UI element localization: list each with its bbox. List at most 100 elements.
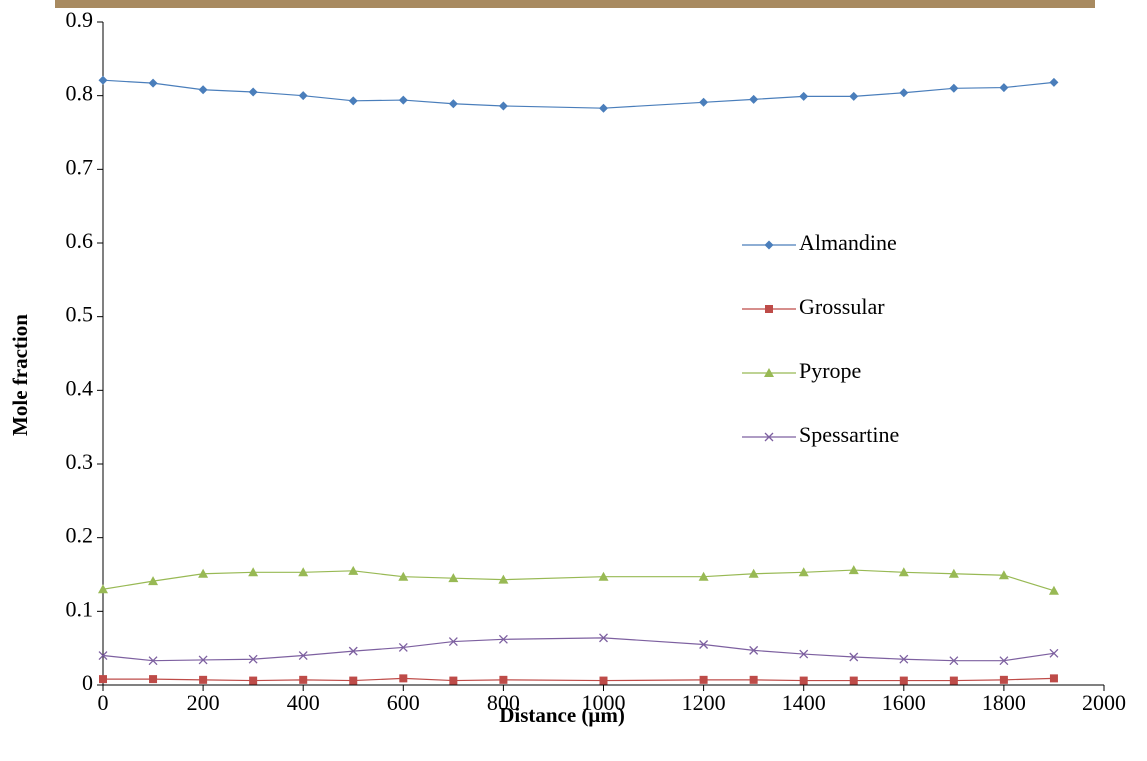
y-tick-label: 0.7 <box>66 154 94 179</box>
point <box>998 570 1009 580</box>
point <box>148 656 158 666</box>
point <box>98 584 108 594</box>
legend-label: Almandine <box>799 230 897 255</box>
point <box>149 675 158 684</box>
x-tick-label: 200 <box>187 690 220 715</box>
point <box>1048 585 1059 595</box>
y-axis-title: Mole fraction <box>8 314 32 436</box>
legend-label: Pyrope <box>799 358 861 383</box>
series-line <box>103 677 1054 682</box>
point <box>498 574 509 584</box>
point <box>298 567 309 577</box>
point <box>348 565 359 575</box>
point <box>499 675 508 684</box>
point <box>764 240 774 250</box>
point <box>398 642 408 652</box>
x-tick-label: 2000 <box>1082 690 1126 715</box>
point <box>199 675 208 684</box>
point <box>799 649 809 659</box>
point <box>849 91 859 101</box>
x-tick-label: 1600 <box>882 690 926 715</box>
y-tick-label: 0 <box>82 670 93 695</box>
point <box>98 651 108 660</box>
x-tick-label: 1800 <box>982 690 1026 715</box>
point <box>599 676 608 685</box>
point <box>298 651 308 660</box>
x-tick-label: 1400 <box>782 690 826 715</box>
point <box>399 674 408 683</box>
point <box>299 675 308 684</box>
point <box>699 97 709 107</box>
y-tick-label: 0.5 <box>66 302 94 327</box>
point <box>849 652 859 662</box>
point <box>849 676 858 685</box>
x-tick-label: 0 <box>98 690 109 715</box>
point <box>349 676 358 685</box>
series-line <box>102 637 1055 662</box>
y-tick-label: 0.3 <box>66 449 94 474</box>
point <box>98 75 108 85</box>
point <box>999 656 1009 666</box>
x-tick-label: 400 <box>287 690 320 715</box>
point <box>198 568 209 578</box>
point <box>398 95 408 105</box>
point <box>948 568 959 578</box>
point <box>448 637 458 646</box>
photo-strip <box>55 0 1095 8</box>
point <box>298 91 308 101</box>
point <box>248 87 258 97</box>
point <box>699 675 708 684</box>
point <box>848 565 859 575</box>
series-line <box>102 569 1055 592</box>
point <box>1049 77 1059 87</box>
point <box>448 99 458 109</box>
point <box>949 676 958 685</box>
point <box>748 568 759 578</box>
point <box>198 85 208 95</box>
point <box>798 567 809 577</box>
point <box>398 571 409 581</box>
y-tick-label: 0.4 <box>66 375 94 400</box>
legend-label: Spessartine <box>799 422 899 447</box>
point <box>99 675 107 684</box>
point <box>764 368 774 377</box>
point <box>248 567 259 577</box>
point <box>749 645 759 655</box>
point <box>598 571 609 581</box>
point <box>148 576 159 586</box>
point <box>498 101 508 111</box>
point <box>1049 674 1058 683</box>
point <box>448 573 459 583</box>
point <box>999 675 1008 684</box>
point <box>764 432 774 442</box>
point <box>749 94 759 104</box>
x-tick-label: 1200 <box>682 690 726 715</box>
y-tick-label: 0.1 <box>66 596 94 621</box>
point <box>348 646 358 656</box>
point <box>498 634 508 644</box>
point <box>449 676 458 685</box>
x-tick-label: 800 <box>487 690 520 715</box>
point <box>699 640 709 649</box>
x-tick-label: 600 <box>387 690 420 715</box>
point <box>249 676 258 685</box>
x-tick-label: 1000 <box>582 690 626 715</box>
legend-label: Grossular <box>799 294 885 319</box>
point <box>799 676 808 685</box>
point <box>949 83 959 93</box>
point <box>749 675 758 684</box>
point <box>799 91 809 101</box>
point <box>198 655 208 665</box>
series-line <box>102 79 1055 109</box>
point <box>248 654 258 664</box>
x-axis-title: Distance (μm) <box>499 703 625 727</box>
point <box>765 305 773 313</box>
point <box>1049 648 1059 658</box>
point <box>148 78 158 88</box>
point <box>599 633 608 643</box>
y-tick-label: 0.6 <box>66 228 94 253</box>
point <box>999 83 1009 93</box>
point <box>348 96 358 106</box>
point <box>899 676 908 685</box>
